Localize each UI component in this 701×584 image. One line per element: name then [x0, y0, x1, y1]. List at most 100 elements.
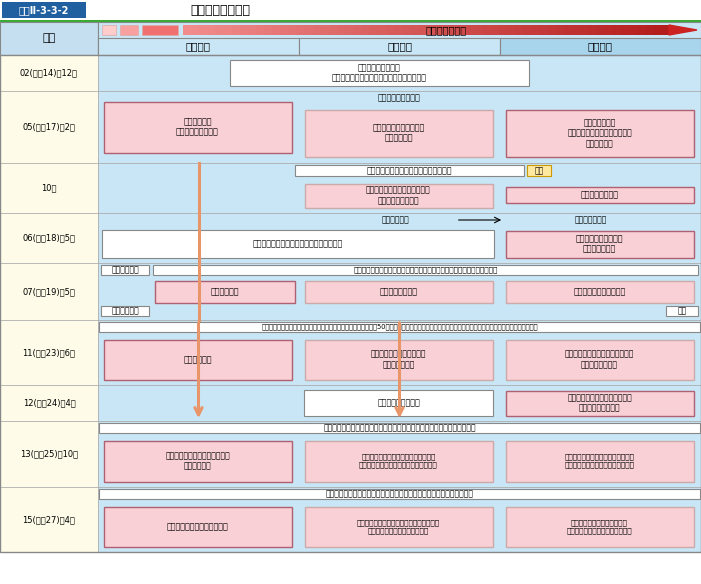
Bar [154, 280, 294, 303]
Text: 再編に関する勧告: 再編に関する勧告 [580, 190, 618, 199]
Text: 「日米同盟：未来のための変革と再編」: 「日米同盟：未来のための変革と再編」 [367, 166, 452, 175]
Bar [556, 25, 564, 35]
Bar [527, 165, 551, 176]
Text: 図表Ⅱ-3-3-2: 図表Ⅱ-3-3-2 [19, 5, 69, 15]
Text: 「２＋２」共同発表: 「２＋２」共同発表 [378, 93, 421, 103]
Bar [99, 322, 700, 332]
Bar [104, 440, 292, 481]
Bar [458, 25, 467, 35]
Bar [304, 440, 493, 481]
Bar [280, 25, 289, 35]
Bar [580, 25, 589, 35]
Bar [304, 280, 493, 303]
Text: 「２＋２」共同発表「同盟の変革：日米の安全保障及び防衛協力の進展」: 「２＋２」共同発表「同盟の変革：日米の安全保障及び防衛協力の進展」 [353, 267, 498, 273]
Text: 再編案（第３段階）の
最終取りまとめ: 再編案（第３段階）の 最終取りまとめ [576, 234, 623, 253]
Bar [483, 25, 491, 35]
Bar [361, 25, 370, 35]
Bar [0, 163, 98, 213]
Bar [418, 25, 426, 35]
Bar [572, 25, 580, 35]
Bar [295, 165, 524, 176]
Bar [426, 25, 435, 35]
Bar [102, 230, 494, 258]
Text: 「２＋２」共同発表「より力強い同盟とより大きな責任の共有に向けて」: 「２＋２」共同発表「より力強い同盟とより大きな責任の共有に向けて」 [323, 423, 476, 433]
Bar [505, 339, 693, 380]
Bar [297, 25, 305, 35]
Bar [120, 25, 138, 35]
Bar [0, 0, 701, 20]
Text: 13(平成25)年10月: 13(平成25)年10月 [20, 450, 78, 458]
Text: 同盟コミットメントの再確認: 同盟コミットメントの再確認 [167, 522, 229, 531]
Bar [515, 25, 524, 35]
Bar [264, 25, 273, 35]
Bar [377, 25, 386, 35]
Text: 「指针」の見直し指示をはじめとする
二国間の安全保障および防衛協力の強化: 「指针」の見直し指示をはじめとする 二国間の安全保障および防衛協力の強化 [359, 454, 438, 468]
Bar [393, 25, 402, 35]
Bar [299, 38, 500, 55]
Text: 新「指针」の発表をはじめとする二国間の
安全保障および防衛協力の強化: 新「指针」の発表をはじめとする二国間の 安全保障および防衛協力の強化 [357, 519, 440, 534]
Bar [240, 25, 248, 35]
Text: 再編ロードマップの目的の実現に
向けた進展を継続: 再編ロードマップの目的の実現に 向けた進展を継続 [565, 350, 634, 369]
Bar [564, 25, 572, 35]
Bar [612, 25, 621, 35]
Text: 日米同盟の安全保障および
防衛協力の強化: 日米同盟の安全保障および 防衛協力の強化 [371, 350, 426, 369]
Text: 共通戦略目標: 共通戦略目標 [210, 287, 239, 296]
Bar [505, 186, 693, 203]
Bar [104, 102, 292, 152]
Bar [288, 25, 297, 35]
Text: 15(平成27)年4月: 15(平成27)年4月 [22, 515, 76, 524]
Bar [645, 25, 653, 35]
Bar [98, 38, 299, 55]
Bar [98, 421, 701, 487]
Bar [620, 25, 629, 35]
Text: 11(平成23)年6月: 11(平成23)年6月 [22, 348, 76, 357]
Bar [101, 265, 149, 275]
Bar [0, 385, 98, 421]
Text: 日米同盟の戦略的な構想および
地域情勢認識: 日米同盟の戦略的な構想および 地域情勢認識 [165, 451, 230, 471]
Bar [199, 25, 207, 35]
Bar [153, 265, 698, 275]
Bar [0, 91, 98, 163]
Bar [304, 25, 313, 35]
Text: 役割・任務・能力（第２段階）
の検討のとりまとめ: 役割・任務・能力（第２段階） の検討のとりまとめ [366, 186, 431, 205]
Bar [505, 280, 693, 303]
Bar [191, 25, 200, 35]
Bar [637, 25, 645, 35]
Text: 「２＋２」共同発表「より深化し、拡大する日米同盟に向けて：50年間のパートナーシップの基盤の上に」　「２＋２」文書「在日米軍の再編の進展」: 「２＋２」共同発表「より深化し、拡大する日米同盟に向けて：50年間のパートナーシ… [261, 324, 538, 331]
Text: 共通戦略目標: 共通戦略目標 [183, 355, 212, 364]
Bar [98, 91, 701, 163]
Text: 補完: 補完 [677, 307, 686, 315]
Bar [505, 231, 693, 258]
Text: 日米の役割・任務・能力
（第２段階）: 日米の役割・任務・能力 （第２段階） [372, 123, 425, 142]
Text: 検討: 検討 [535, 166, 544, 175]
Bar [2, 2, 86, 18]
Text: 「２＋２」共同発表: 「２＋２」共同発表 [377, 398, 420, 408]
Text: 12(平成24)年4月: 12(平成24)年4月 [22, 398, 76, 408]
Bar [231, 25, 240, 35]
Bar [98, 213, 701, 263]
Text: 第二段階: 第二段階 [387, 41, 412, 51]
Bar [99, 489, 700, 499]
Bar [256, 25, 264, 35]
Bar [247, 25, 257, 35]
Bar [0, 55, 701, 552]
Bar [653, 25, 662, 35]
Text: ロードマップに示された計画を
調整することを決定: ロードマップに示された計画を 調整することを決定 [567, 393, 632, 413]
Text: 在日米軍再編に関する日米の
継続的なコミットメントを再確認: 在日米軍再編に関する日米の 継続的なコミットメントを再確認 [566, 519, 632, 534]
Bar [386, 25, 394, 35]
Bar [98, 55, 701, 91]
Bar [98, 320, 701, 385]
Bar [500, 38, 701, 55]
Bar [98, 163, 701, 213]
Bar [224, 25, 232, 35]
Bar [466, 25, 475, 35]
Bar [183, 25, 191, 35]
Polygon shape [669, 25, 697, 35]
Text: 第一段階: 第一段階 [186, 41, 211, 51]
Text: 「２＋２」共同発表「変化する安全保障環境のためのより力強い同盟」: 「２＋２」共同発表「変化する安全保障環境のためのより力強い同盟」 [325, 489, 473, 499]
Bar [98, 263, 701, 320]
Bar [98, 487, 701, 552]
Bar [272, 25, 280, 35]
Bar [523, 25, 532, 35]
Text: 日米協議の全体像: 日米協議の全体像 [190, 4, 250, 16]
